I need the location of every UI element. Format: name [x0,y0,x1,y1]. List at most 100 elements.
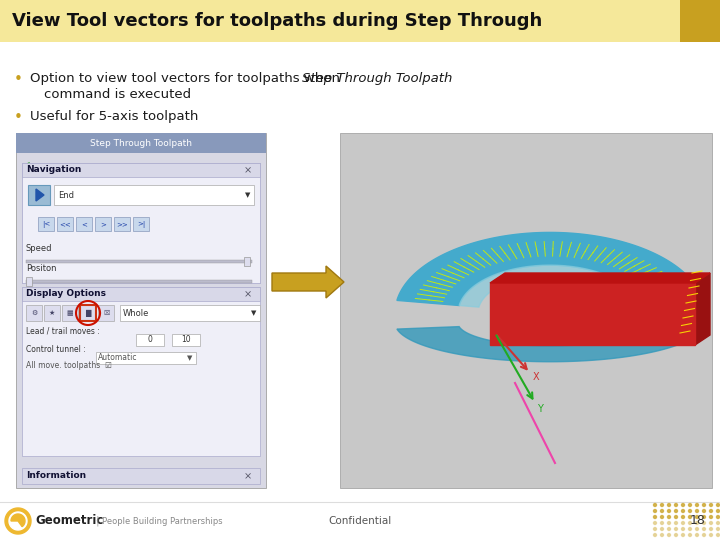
Polygon shape [490,273,710,283]
Circle shape [688,503,691,507]
Bar [54,185,254,205]
Circle shape [716,510,719,512]
Circle shape [688,534,691,537]
Circle shape [716,516,719,518]
Text: •: • [14,110,23,125]
Polygon shape [397,327,703,362]
Text: 0: 0 [148,335,153,345]
Circle shape [667,534,670,537]
Bar [0,42,720,502]
Circle shape [675,534,678,537]
Text: <: < [81,221,87,227]
Circle shape [675,516,678,518]
Circle shape [682,516,685,518]
Bar [26,305,42,321]
Bar [22,163,260,283]
Bar [120,305,260,321]
Text: █: █ [85,309,91,316]
Circle shape [688,522,691,524]
Polygon shape [36,189,44,201]
Bar [16,133,266,153]
Circle shape [660,516,664,518]
Text: Display Options: Display Options [26,289,106,299]
Polygon shape [490,283,695,345]
Polygon shape [5,508,31,534]
Circle shape [709,510,713,512]
Circle shape [667,503,670,507]
Text: Geometric: Geometric [35,515,104,528]
Text: End: End [58,191,74,199]
Text: ★: ★ [49,310,55,316]
Bar [22,163,260,283]
Polygon shape [9,512,27,530]
Circle shape [682,522,685,524]
Bar [133,217,149,231]
Text: All move. toolpaths  ☑: All move. toolpaths ☑ [26,361,112,370]
Text: ⨯: ⨯ [244,289,252,299]
Text: <<: << [59,221,71,227]
Polygon shape [459,265,641,307]
Text: Useful for 5-axis toolpath: Useful for 5-axis toolpath [30,110,199,123]
Text: >>: >> [116,221,128,227]
Text: ⨯: ⨯ [244,165,252,175]
Circle shape [688,510,691,512]
Text: ▦: ▦ [67,310,73,316]
Text: ⚙: ⚙ [31,310,37,316]
Text: Confidential: Confidential [328,516,392,526]
Circle shape [654,528,657,530]
Circle shape [667,522,670,524]
Bar [38,217,54,231]
Circle shape [716,522,719,524]
Bar [680,0,720,42]
Text: Step Through Toolpath: Step Through Toolpath [302,72,452,85]
Text: Whole: Whole [123,308,149,318]
Circle shape [667,510,670,512]
Text: Control tunnel :: Control tunnel : [26,345,86,354]
Bar [136,334,164,346]
Bar [22,287,260,301]
Bar [26,280,252,283]
Bar [0,0,680,42]
Text: >|: >| [137,220,145,227]
Circle shape [709,534,713,537]
Circle shape [660,503,664,507]
Text: •: • [14,72,23,87]
Text: Automatic: Automatic [98,354,138,362]
Circle shape [688,516,691,518]
Bar [95,217,111,231]
Circle shape [682,503,685,507]
Circle shape [709,503,713,507]
Circle shape [654,510,657,512]
Circle shape [654,522,657,524]
Text: ▼: ▼ [186,355,192,361]
Bar [0,502,720,540]
Circle shape [696,516,698,518]
Circle shape [654,503,657,507]
Text: |: | [96,516,99,526]
Text: Lead / trail moves :: Lead / trail moves : [26,327,100,336]
Text: Information: Information [26,471,86,481]
Text: >: > [100,221,106,227]
Text: ⨯: ⨯ [244,471,252,481]
Circle shape [675,522,678,524]
Circle shape [675,510,678,512]
Circle shape [696,510,698,512]
Circle shape [703,528,706,530]
Bar [76,217,92,231]
Circle shape [682,510,685,512]
Text: ▼: ▼ [245,192,250,198]
FancyArrow shape [272,266,344,298]
Text: command is executed: command is executed [44,88,191,101]
Circle shape [703,516,706,518]
Circle shape [709,516,713,518]
Bar [57,217,73,231]
Circle shape [709,528,713,530]
Circle shape [703,503,706,507]
Bar [44,305,60,321]
Circle shape [716,528,719,530]
Bar [26,260,252,263]
Circle shape [696,534,698,537]
Polygon shape [11,514,25,526]
Circle shape [696,528,698,530]
Text: View Tool vectors for toolpaths during Step Through: View Tool vectors for toolpaths during S… [12,12,542,30]
